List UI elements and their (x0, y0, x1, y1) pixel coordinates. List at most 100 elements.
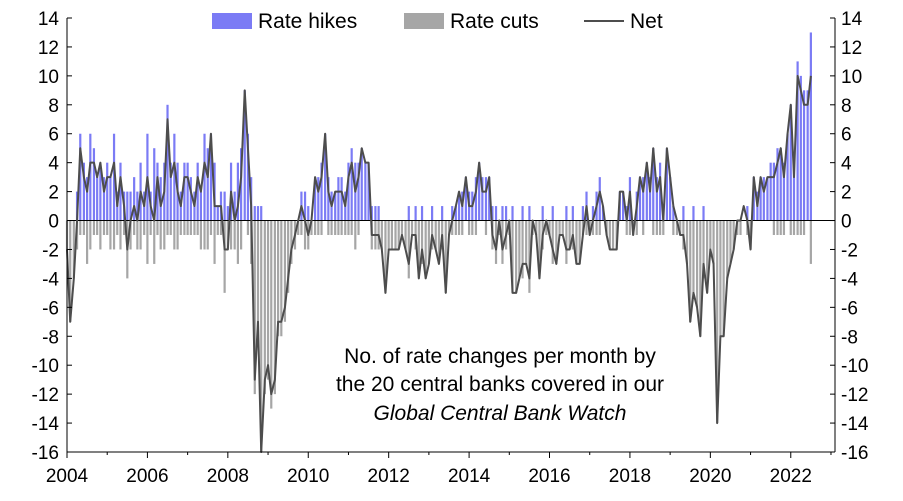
x-tick-label: 2016 (528, 466, 570, 487)
rate-hikes-bar (645, 162, 648, 221)
rate-cuts-bar (729, 220, 732, 264)
rate-hikes-bar (658, 162, 662, 221)
rate-cuts-bars (65, 220, 812, 452)
y-tick-label-left: 10 (38, 67, 59, 88)
rate-hikes-bar (320, 162, 323, 221)
rate-cuts-bar (340, 220, 343, 235)
rate-cuts-bar (390, 220, 393, 250)
rate-cuts-bar (219, 220, 223, 235)
rate-hikes-bar (313, 177, 317, 221)
rate-cuts-bar (407, 220, 410, 279)
rate-hikes-bar (203, 133, 206, 221)
legend-label-net: Net (630, 10, 663, 33)
rate-hikes-bar (199, 191, 202, 221)
rate-cuts-bar (196, 220, 199, 235)
rate-cuts-bar (782, 220, 786, 235)
rate-hikes-bar (786, 133, 789, 221)
rate-cuts-bar (558, 220, 561, 235)
rate-hikes-bar (669, 177, 672, 221)
y-tick-label-right: -6 (841, 298, 858, 319)
rate-hikes-bar (759, 177, 762, 221)
rate-hikes-bar (340, 177, 343, 221)
rate-cuts-bar (139, 220, 142, 250)
rate-cuts-bar (193, 220, 196, 235)
y-tick-label-left: 6 (48, 125, 59, 146)
rate-cuts-bar (585, 220, 588, 235)
rate-cuts-bar (779, 220, 782, 235)
rate-hikes-bar (327, 177, 330, 221)
y-tick-label-left: -8 (42, 327, 59, 348)
rate-cuts-bar (136, 220, 139, 250)
rate-cuts-bar (719, 220, 722, 337)
annotation: No. of rate changes per month by the 20 … (336, 345, 664, 425)
rate-cuts-bar (461, 220, 464, 235)
rate-hikes-bar (79, 133, 82, 221)
y-tick-label-left: 8 (48, 96, 59, 117)
y-tick-label-left: -2 (42, 240, 59, 261)
rate-hikes-bar (766, 177, 769, 221)
rate-cuts-bar (739, 220, 742, 235)
rate-cuts-bar (796, 220, 799, 235)
rate-cuts-bar (568, 220, 571, 250)
rate-cuts-bar (166, 220, 169, 235)
y-tick-label-left: -10 (32, 356, 59, 377)
rate-hikes-bar (337, 177, 340, 221)
rate-cuts-bar (689, 220, 692, 322)
rate-hikes-bar (256, 206, 260, 221)
rate-hikes-bar (769, 162, 772, 221)
rate-hikes-bar (209, 133, 213, 221)
rate-hikes-bar (488, 177, 491, 221)
rate-hikes-bar (591, 206, 595, 221)
rate-cuts-bar (143, 220, 146, 235)
rate-cuts-bar (447, 220, 451, 235)
rate-hikes-bar (652, 148, 655, 221)
rate-hikes-bar (762, 177, 765, 221)
rate-hikes-bar (334, 191, 337, 221)
x-tick-label: 2010 (287, 466, 329, 487)
legend-label-rate-cuts: Rate cuts (450, 10, 539, 33)
rate-cuts-bar (186, 220, 189, 235)
rate-cuts-bar (454, 220, 457, 235)
rate-cuts-bar (518, 220, 521, 279)
rate-hikes-bar (374, 206, 377, 221)
rate-hikes-bar (494, 206, 498, 221)
y-tick-label-left: -12 (32, 385, 59, 406)
rate-cuts-bar (179, 220, 182, 235)
rate-cuts-bar (655, 220, 658, 235)
x-tick-label: 2022 (770, 466, 812, 487)
rate-hikes-bar (565, 206, 568, 221)
rate-hikes-bar (119, 162, 122, 221)
rate-cuts-bar (72, 220, 75, 279)
rate-cuts-bar (129, 220, 132, 250)
rate-cuts-bar (578, 220, 581, 264)
rate-cuts-bar (263, 220, 266, 395)
rate-cuts-bar (357, 220, 360, 235)
rate-cuts-bar (277, 220, 280, 337)
rate-hikes-bar (186, 162, 189, 221)
rate-cuts-bar (159, 220, 162, 250)
rate-cuts-bar (317, 220, 320, 235)
net-line-layer (66, 74, 812, 453)
rate-hikes-bar (478, 162, 481, 221)
rate-hikes-bar (126, 191, 129, 221)
rate-hikes-bar (236, 162, 239, 221)
rate-cuts-bar (457, 220, 461, 235)
y-tick-label-right: 6 (841, 125, 852, 146)
rate-hikes-bar (360, 148, 363, 221)
rate-cuts-bar (327, 220, 330, 235)
rate-hikes-bar (598, 177, 601, 221)
y-tick-label-right: 14 (841, 9, 863, 30)
rate-hikes-bar (521, 206, 524, 221)
rate-cuts-bar (273, 220, 276, 395)
rate-cuts-bar (451, 220, 454, 235)
rate-cuts-bar (437, 220, 441, 264)
rate-cuts-bar (320, 220, 323, 235)
rate-cuts-bar (658, 220, 662, 235)
rate-cuts-bar (163, 220, 166, 250)
rate-cuts-bar (535, 220, 538, 235)
rate-cuts-bar (280, 220, 283, 337)
rate-cuts-bar (199, 220, 202, 250)
rate-hikes-bar (809, 32, 812, 221)
rate-hikes-bar (806, 90, 809, 221)
